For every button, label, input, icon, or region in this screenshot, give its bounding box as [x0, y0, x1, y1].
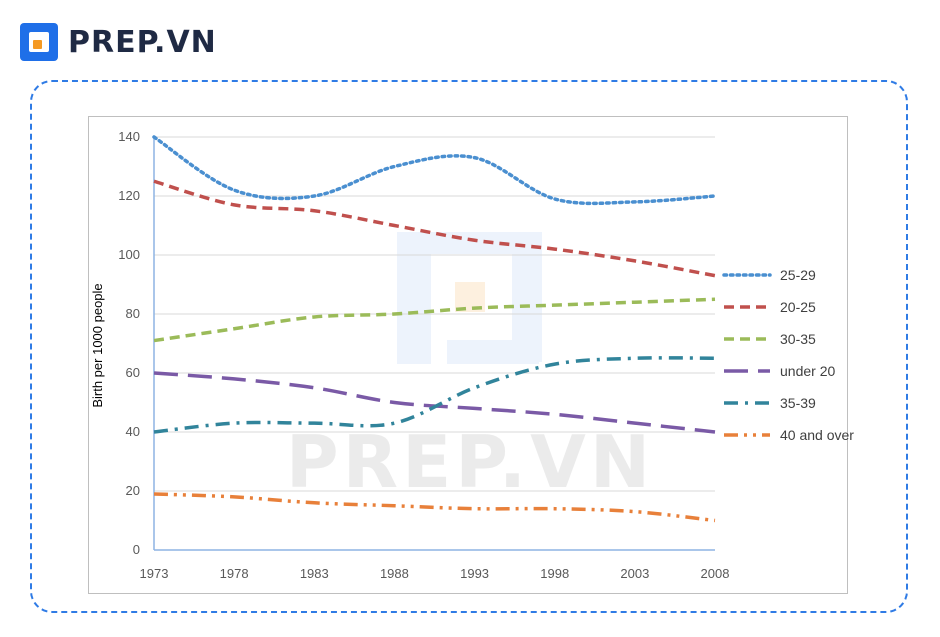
y-tick-120: 120: [118, 188, 140, 203]
y-tick-60: 60: [126, 365, 140, 380]
y-tick-100: 100: [118, 247, 140, 262]
brand-header: PREP.VN: [20, 22, 217, 62]
legend-label-25-29: 25-29: [780, 267, 816, 283]
x-tick-1983: 1983: [300, 566, 329, 581]
x-tick-2003: 2003: [620, 566, 649, 581]
series-line-20-25: [153, 179, 716, 278]
watermark-logo-bottom: [447, 340, 539, 364]
series-line-under-20: [153, 371, 716, 434]
x-tick-1978: 1978: [220, 566, 249, 581]
series-line-35-39: [153, 356, 716, 434]
dashed-frame: [30, 80, 908, 613]
prep-logo-icon: [20, 23, 58, 61]
legend-label-40-and-over: 40 and over: [780, 427, 854, 443]
series-lines: [152, 135, 717, 523]
x-tick-1988: 1988: [380, 566, 409, 581]
legend-label-30-35: 30-35: [780, 331, 816, 347]
watermark-logo-top: [397, 232, 537, 254]
y-tick-80: 80: [126, 306, 140, 321]
y-axis-label: Birth per 1000 people: [90, 283, 105, 407]
axes: [153, 137, 715, 551]
series-line-40-and-over: [153, 492, 716, 523]
brand-name: PREP.VN: [68, 24, 217, 60]
y-tick-0: 0: [133, 542, 140, 557]
x-tick-1998: 1998: [540, 566, 569, 581]
legend: 25-29 20-25 30-35 under 20 35-39 40 and over: [722, 267, 854, 443]
series-line-30-35: [153, 297, 716, 343]
tick-labels: 0 20 40 60 80 100 120 140 1973 1978 1983 1988 1993 19…: [118, 129, 729, 581]
series-line-25-29: [152, 135, 717, 206]
y-tick-140: 140: [118, 129, 140, 144]
y-tick-20: 20: [126, 483, 140, 498]
legend-label-under-20: under 20: [780, 363, 835, 379]
x-tick-1973: 1973: [140, 566, 169, 581]
legend-label-35-39: 35-39: [780, 395, 816, 411]
x-tick-2008: 2008: [701, 566, 730, 581]
watermark-text: PREP.VN: [286, 420, 654, 504]
y-tick-40: 40: [126, 424, 140, 439]
legend-label-20-25: 20-25: [780, 299, 816, 315]
watermark: PREP.VN: [286, 232, 654, 504]
x-tick-1993: 1993: [460, 566, 489, 581]
